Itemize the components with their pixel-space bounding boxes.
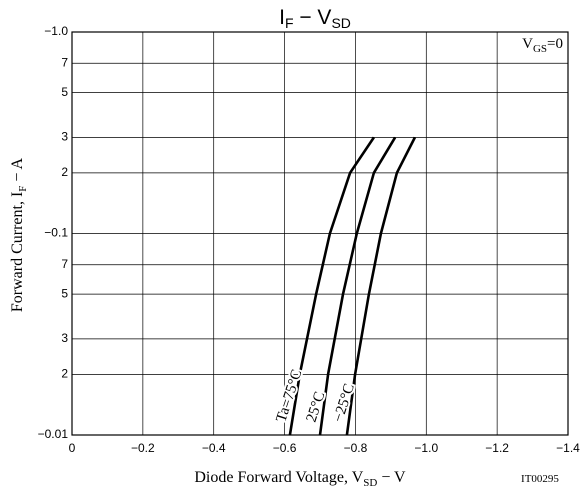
x-tick-label: −0.6 xyxy=(273,441,297,455)
x-tick-label: 0 xyxy=(69,441,76,455)
y-tick-label: 7 xyxy=(61,257,68,271)
curve xyxy=(318,136,397,436)
curve xyxy=(345,136,417,436)
x-tick-label: −1.4 xyxy=(556,441,580,455)
x-tick-label: −1.2 xyxy=(485,441,509,455)
x-tick-label: −1.0 xyxy=(414,441,438,455)
x-tick-label: −0.2 xyxy=(131,441,155,455)
y-tick-label: 2 xyxy=(61,367,68,381)
x-tick-label: −0.8 xyxy=(344,441,368,455)
chart-title: IF − VSD xyxy=(279,6,351,31)
x-axis-label: Diode Forward Voltage, VSD − V xyxy=(194,469,406,489)
y-tick-label: 5 xyxy=(61,286,68,300)
y-tick-label: 3 xyxy=(61,331,68,345)
y-tick-label: −1.0 xyxy=(44,24,68,38)
annotation: VGS=0 xyxy=(522,36,563,55)
y-tick-label: 7 xyxy=(61,55,68,69)
x-tick-label: −0.4 xyxy=(202,441,226,455)
series-label: −25°C xyxy=(331,382,358,424)
series-label: Ta=75°C xyxy=(273,368,305,425)
y-tick-label: 5 xyxy=(61,85,68,99)
y-tick-label: −0.01 xyxy=(38,427,69,441)
y-tick-label: 2 xyxy=(61,165,68,179)
y-axis-label: Forward Current, IF − A xyxy=(9,157,29,312)
y-tick-label: −0.1 xyxy=(44,226,68,240)
curve xyxy=(288,136,375,436)
figure-code: IT00295 xyxy=(521,473,559,485)
y-tick-label: 3 xyxy=(61,130,68,144)
